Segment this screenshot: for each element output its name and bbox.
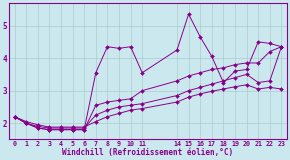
X-axis label: Windchill (Refroidissement éolien,°C): Windchill (Refroidissement éolien,°C) xyxy=(62,148,233,157)
